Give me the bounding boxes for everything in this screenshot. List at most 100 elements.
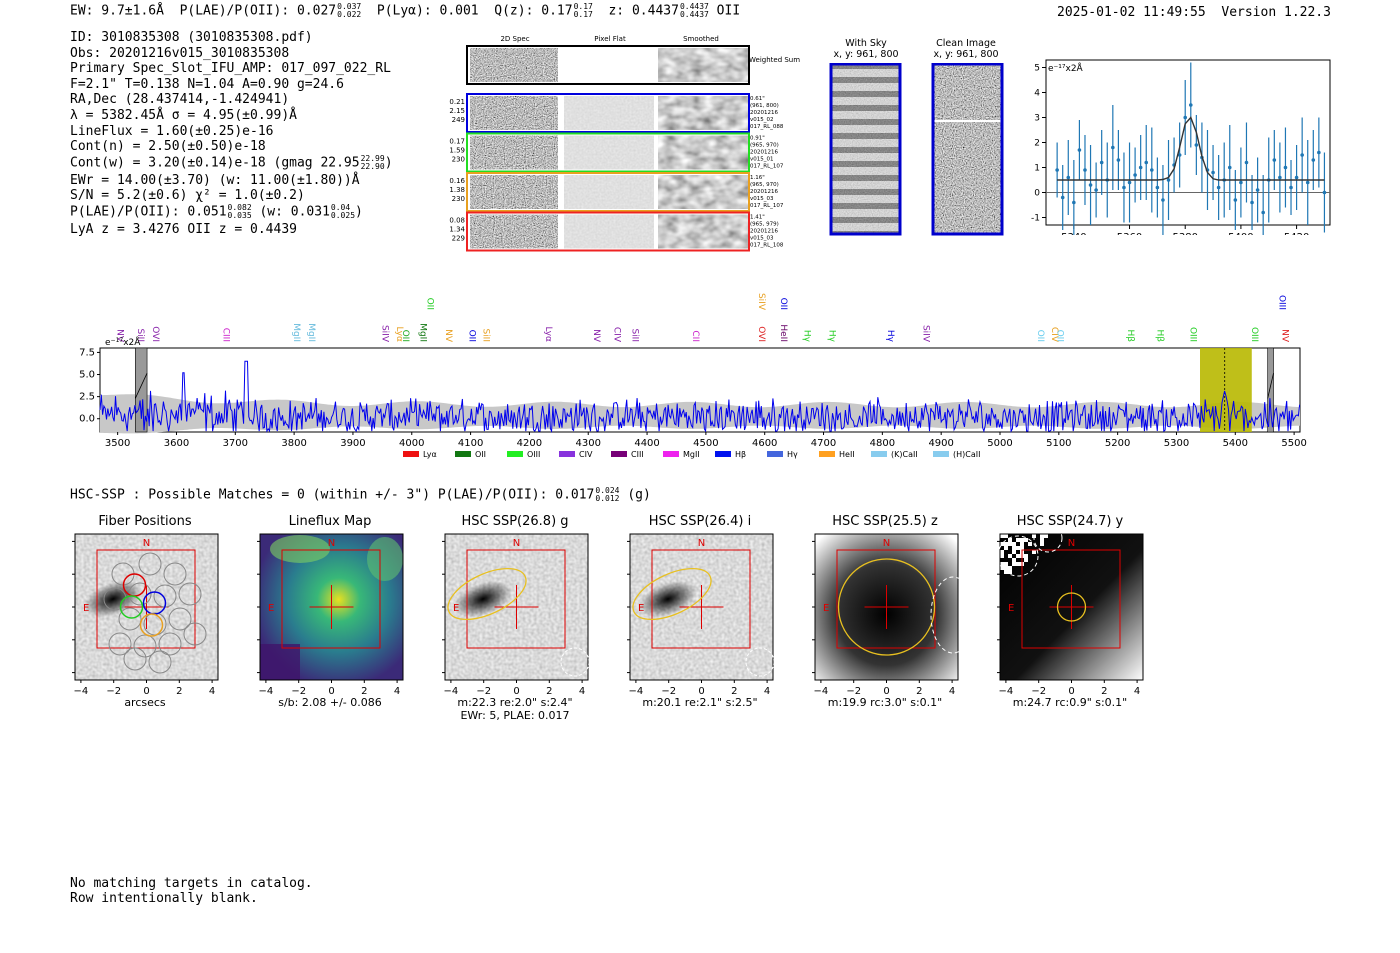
hsc-y-pixel bbox=[1020, 538, 1024, 542]
fiber-circle bbox=[123, 647, 147, 671]
with-sky-frame bbox=[829, 63, 902, 236]
lineflux-dark-region bbox=[260, 644, 300, 680]
hsc-xtick-label: −2 bbox=[291, 686, 306, 697]
hsc-summary-end: (g) bbox=[627, 487, 651, 503]
cutout-right-label: v015_03 bbox=[750, 196, 774, 202]
hsc-y-pixel bbox=[1016, 554, 1020, 558]
east-label: E bbox=[453, 603, 459, 614]
zoom-ytick-label: 0 bbox=[1034, 189, 1040, 199]
legend-label: Hγ bbox=[787, 450, 798, 459]
hsc-y-pixel bbox=[1044, 534, 1048, 538]
spectral-line-label: NV bbox=[115, 329, 125, 343]
spectrum-xtick-label: 4600 bbox=[752, 438, 777, 449]
hsc-y-pixel bbox=[1008, 566, 1012, 570]
spectrum-masked-region bbox=[1267, 347, 1274, 433]
legend-label: (H)CaII bbox=[953, 450, 980, 459]
cutout-left-label: 230 bbox=[452, 195, 465, 203]
weighted-sum-label: Weighted Sum bbox=[749, 56, 800, 64]
hsc-xtick-label: −4 bbox=[999, 686, 1014, 697]
clean-image bbox=[934, 65, 1001, 233]
hsc-summary: HSC-SSP : Possible Matches = 0 (within +… bbox=[70, 487, 651, 503]
hsc-xtick-label: 4 bbox=[209, 686, 215, 697]
hsc-xtick-label: −4 bbox=[629, 686, 644, 697]
zoom-data-point bbox=[1138, 165, 1143, 170]
info-plae2-w-lo: 0.025 bbox=[330, 210, 356, 220]
cutout-right-label: 017_RL_088 bbox=[750, 124, 784, 130]
hsc-xtick-label: 4 bbox=[949, 686, 955, 697]
source-circle bbox=[837, 558, 936, 656]
hsc-y-pixel bbox=[1024, 538, 1028, 542]
spectral-line-label: OII bbox=[425, 298, 435, 310]
zoom-xtick-label: 5420 bbox=[1284, 232, 1309, 235]
hsc-panel-image: NE−4−4−2−2002244 bbox=[997, 532, 1144, 697]
hsc-y-pixel bbox=[1012, 546, 1016, 550]
hsc-y-pixel bbox=[1008, 554, 1012, 558]
header-plya: P(Lyα): 0.001 bbox=[376, 3, 479, 19]
aperture-box bbox=[96, 549, 196, 649]
zoom-data-point bbox=[1211, 170, 1215, 175]
spectrum-xtick-label: 4400 bbox=[634, 438, 659, 449]
zoom-data-point bbox=[1188, 103, 1193, 107]
zoom-data-point bbox=[1127, 180, 1132, 185]
hsc-y-pixel bbox=[1024, 558, 1028, 562]
cutout-right-label: (965, 970) bbox=[750, 182, 779, 188]
info-plae2: P(LAE)/P(OII): 0.051 0.082 0.035 (w: 0.031… bbox=[70, 203, 393, 222]
hsc-panel-title: HSC SSP(26.8) g bbox=[461, 514, 569, 529]
hsc-xtick-label: 4 bbox=[394, 686, 400, 697]
legend-swatch bbox=[507, 451, 523, 457]
hsc-panel: HSC SSP(26.4) iNE−4−4−2−2002244m:20.1 re… bbox=[625, 512, 785, 727]
header-ew: EW: 9.7±1.6Å bbox=[70, 3, 164, 19]
zoom-ytick-label: 4 bbox=[1034, 89, 1040, 99]
east-label: E bbox=[83, 603, 89, 614]
cutout-row-frame bbox=[466, 93, 750, 133]
zoom-data-point bbox=[1311, 158, 1316, 162]
cutout-right-label: 0.91" bbox=[750, 136, 765, 142]
hsc-y-pixel bbox=[1008, 542, 1012, 546]
spectral-line-label: SiII bbox=[481, 328, 491, 342]
hsc-panel: HSC SSP(25.5) zNE−4−4−2−2002244m:19.9 rc… bbox=[810, 512, 970, 727]
east-label: E bbox=[638, 603, 644, 614]
legend-swatch bbox=[819, 451, 835, 457]
cutout-right-label: 20201216 bbox=[750, 110, 778, 116]
spectrum-ytick-label: 0.0 bbox=[79, 414, 95, 425]
info-fiber: F=2.1" T=0.138 N=1.04 A=0.90 g=24.6 bbox=[70, 76, 344, 92]
legend-label: Lyα bbox=[423, 450, 437, 459]
hsc-panel-title: HSC SSP(25.5) z bbox=[832, 514, 938, 529]
hsc-y-pixel bbox=[1000, 562, 1004, 566]
info-sn: S/N = 5.2(±0.6) χ² = 1.0(±0.2) bbox=[70, 188, 305, 204]
fiber-circle-green bbox=[119, 595, 144, 619]
hsc-panel-xlabel: m:22.3 re:2.0" s:2.4" bbox=[457, 696, 573, 709]
zoom-data-point bbox=[1066, 175, 1071, 180]
fiber-circle bbox=[133, 634, 157, 658]
legend-swatch bbox=[715, 451, 731, 457]
zoom-ytick-label: 5 bbox=[1034, 64, 1040, 74]
spectrum-xtick-label: 5100 bbox=[1046, 438, 1071, 449]
cutout-right-label: 017_RL_108 bbox=[750, 243, 784, 249]
header-summary: EW: 9.7±1.6Å P(LAE)/P(OII): 0.027 0.037 0.… bbox=[70, 3, 740, 19]
spectral-line-label: Hγ bbox=[802, 330, 812, 343]
cutout-right-label: 20201216 bbox=[750, 229, 778, 235]
hsc-xtick-label: 2 bbox=[731, 686, 737, 697]
hsc-xtick-label: 0 bbox=[328, 686, 334, 697]
east-label: E bbox=[1008, 603, 1014, 614]
zoom-data-point bbox=[1244, 160, 1249, 165]
info-contw-end: ) bbox=[384, 155, 393, 171]
cutout-left-label: 249 bbox=[452, 116, 465, 124]
zoom-data-point bbox=[1305, 180, 1310, 185]
spectrum-ylabel: e−17x2Å bbox=[105, 336, 141, 348]
cutout-left-label: 0.21 bbox=[449, 98, 465, 106]
header-z-lo: 0.4437 bbox=[679, 10, 709, 19]
spectrum-xtick-label: 4300 bbox=[576, 438, 601, 449]
header-z-line: OII bbox=[716, 3, 741, 19]
cutout-flat-image bbox=[564, 96, 654, 130]
clean-title: Clean Image bbox=[936, 38, 996, 49]
cutout-smooth-image bbox=[658, 96, 748, 130]
zoom-data-point bbox=[1250, 200, 1254, 205]
cutout-left-label: 1.59 bbox=[449, 147, 465, 155]
spectrum-legend: Lyα OII OIII CIV CIII MgII Hβ Hγ HeII (K)CaII (H)C… bbox=[403, 450, 980, 459]
cutout-right-label: 1.16" bbox=[750, 175, 765, 181]
hsc-xtick-label: −2 bbox=[106, 686, 121, 697]
cutout-smooth-image bbox=[658, 175, 748, 209]
spectral-line-label: OII bbox=[1035, 330, 1045, 342]
zoom-data-point bbox=[1116, 158, 1121, 162]
